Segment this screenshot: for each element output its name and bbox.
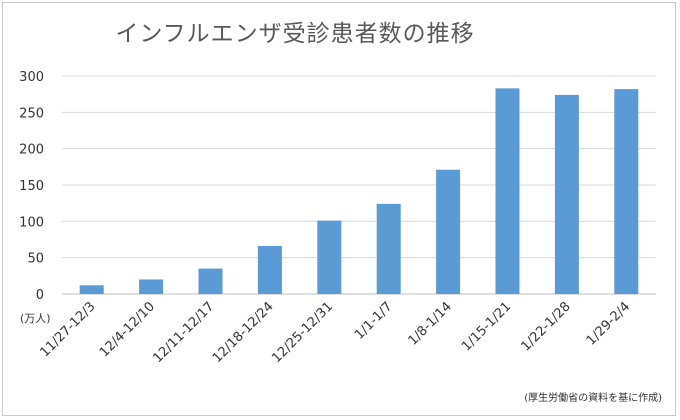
x-tick-label: 1/29-2/4 — [584, 299, 633, 348]
y-tick-label: 50 — [27, 252, 44, 267]
y-unit-label: (万人) — [20, 312, 51, 325]
x-tick-label: 1/15-1/21 — [459, 299, 514, 354]
x-tick-labels: 11/27-12/312/4-12/1012/11-12/1712/18-12/… — [37, 299, 633, 366]
bars — [79, 88, 639, 294]
bar-1/1-1/7 — [376, 203, 401, 294]
bar-11/27-12/3 — [79, 285, 104, 294]
x-tick-label: 12/4-12/10 — [97, 299, 158, 360]
x-tick-label: 1/8-1/14 — [406, 299, 455, 348]
y-tick-label: 300 — [19, 70, 44, 85]
y-tick-label: 150 — [19, 179, 44, 194]
x-tick-label: 12/11-12/17 — [150, 299, 217, 366]
x-tick-label: 1/22-1/28 — [519, 299, 574, 354]
bar-1/22-1/28 — [554, 94, 579, 294]
x-tick-label: 12/25-12/31 — [269, 299, 336, 366]
x-tick-label: 12/18-12/24 — [210, 299, 277, 366]
bar-12/18-12/24 — [257, 246, 282, 294]
bar-12/25-12/31 — [317, 220, 342, 294]
bar-1/8-1/14 — [436, 169, 461, 294]
bar-1/15-1/21 — [495, 88, 520, 294]
bar-1/29-2/4 — [614, 89, 639, 294]
chart-title: インフルエンザ受診患者数の推移 — [115, 21, 475, 47]
y-tick-label: 100 — [19, 215, 44, 230]
x-tick-label: 11/27-12/3 — [37, 299, 98, 360]
source-note: (厚生労働省の資料を基に作成) — [524, 393, 662, 404]
y-tick-label: 200 — [19, 143, 44, 158]
y-tick-labels: 0 50 100 150 200 250 300 — [19, 70, 44, 303]
x-tick-label: 1/1-1/7 — [352, 299, 396, 343]
y-tick-label: 250 — [19, 106, 44, 121]
y-tick-label: 0 — [36, 288, 44, 303]
bar-12/4-12/10 — [139, 279, 164, 294]
bar-12/11-12/17 — [198, 268, 223, 294]
